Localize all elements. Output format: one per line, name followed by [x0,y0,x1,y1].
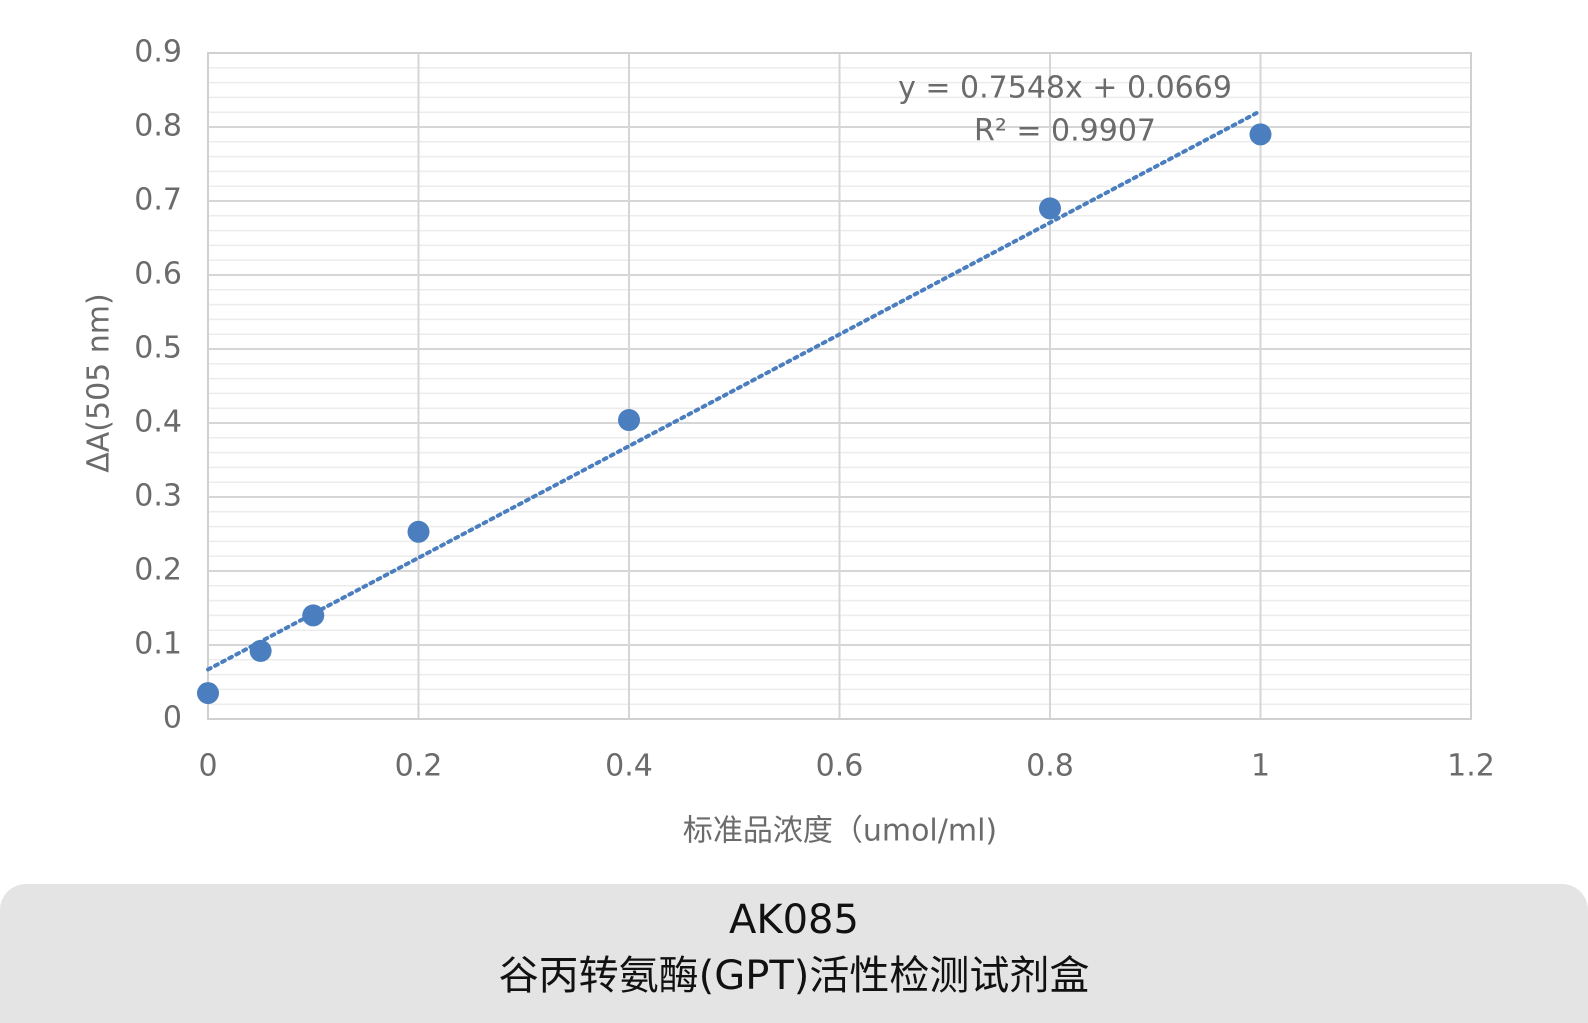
chart: 标准品浓度（umol/ml) ΔA(505 nm) 0 0.1 0.2 0.3 0.4 0… [82,35,1495,849]
data-point [1249,123,1272,146]
trendline-r2: R² = 0.9907 [974,114,1156,149]
y-tick-label: 0.1 [134,627,182,662]
data-point [407,520,430,543]
y-tick-label: 0.4 [134,405,182,440]
x-axis-label: 标准品浓度（umol/ml) [683,814,997,849]
data-point [249,639,272,662]
y-tick-label: 0.5 [134,331,182,366]
trendline [206,108,1263,672]
y-tick-label: 0.6 [134,257,182,292]
data-point [302,604,325,627]
trendline-equation: y = 0.7548x + 0.0669 [898,71,1232,106]
x-tick-label: 0.6 [816,749,864,784]
x-tick-label: 1.2 [1447,749,1495,784]
data-point [197,682,219,705]
data-point [618,409,640,432]
x-tick-label: 0.2 [395,749,443,784]
data-point [1039,197,1061,220]
product-name: 谷丙转氨酶(GPT)活性检测试剂盒 [498,953,1090,999]
product-code: AK085 [729,897,859,943]
x-tick-label: 0.8 [1026,749,1074,784]
y-tick-label: 0.9 [134,35,182,70]
y-tick-label: 0.7 [134,183,182,218]
x-tick-label: 1 [1251,749,1270,784]
plot-border [207,52,1472,720]
y-tick-label: 0.8 [134,109,182,144]
y-tick-label: 0 [163,701,182,736]
x-tick-label: 0 [198,749,217,784]
y-axis-label: ΔA(505 nm) [82,293,117,473]
y-tick-label: 0.2 [134,553,182,588]
caption-panel: AK085 谷丙转氨酶(GPT)活性检测试剂盒 [0,884,1588,1023]
y-tick-label: 0.3 [134,479,182,514]
x-tick-label: 0.4 [605,749,653,784]
